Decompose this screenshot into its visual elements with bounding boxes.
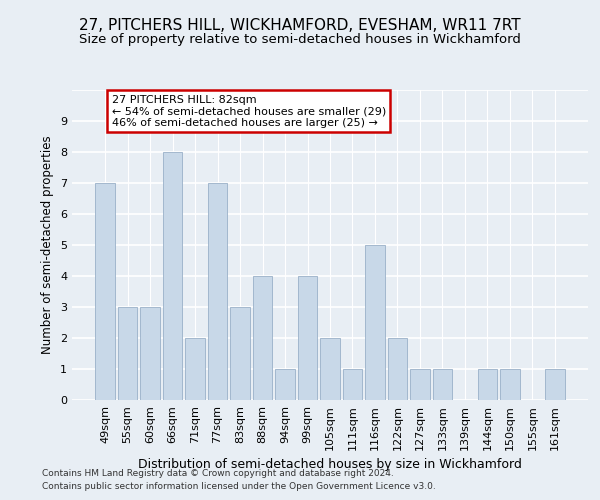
Bar <box>140 307 160 400</box>
Bar <box>500 369 520 400</box>
Bar <box>410 369 430 400</box>
Text: Contains HM Land Registry data © Crown copyright and database right 2024.: Contains HM Land Registry data © Crown c… <box>42 468 394 477</box>
Bar <box>298 276 317 400</box>
Bar <box>95 183 115 400</box>
Bar <box>208 183 227 400</box>
Bar <box>320 338 340 400</box>
Bar <box>118 307 137 400</box>
Bar <box>253 276 272 400</box>
Text: Size of property relative to semi-detached houses in Wickhamford: Size of property relative to semi-detach… <box>79 32 521 46</box>
Bar <box>365 245 385 400</box>
Text: 27 PITCHERS HILL: 82sqm
← 54% of semi-detached houses are smaller (29)
46% of se: 27 PITCHERS HILL: 82sqm ← 54% of semi-de… <box>112 94 386 128</box>
Bar <box>343 369 362 400</box>
Bar <box>433 369 452 400</box>
Text: 27, PITCHERS HILL, WICKHAMFORD, EVESHAM, WR11 7RT: 27, PITCHERS HILL, WICKHAMFORD, EVESHAM,… <box>79 18 521 32</box>
Text: Contains public sector information licensed under the Open Government Licence v3: Contains public sector information licen… <box>42 482 436 491</box>
Bar <box>478 369 497 400</box>
Bar <box>275 369 295 400</box>
Bar <box>545 369 565 400</box>
X-axis label: Distribution of semi-detached houses by size in Wickhamford: Distribution of semi-detached houses by … <box>138 458 522 471</box>
Bar <box>185 338 205 400</box>
Bar <box>388 338 407 400</box>
Bar <box>163 152 182 400</box>
Bar <box>230 307 250 400</box>
Y-axis label: Number of semi-detached properties: Number of semi-detached properties <box>41 136 55 354</box>
